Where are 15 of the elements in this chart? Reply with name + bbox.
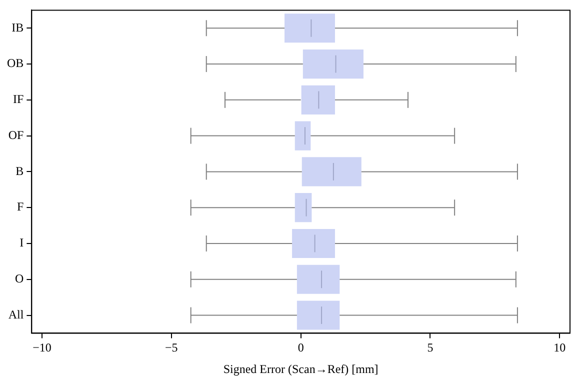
y-tick-label: B xyxy=(16,164,24,178)
x-tick-label: 10 xyxy=(554,340,566,355)
y-tick-label: OF xyxy=(8,128,24,142)
x-tick-label: 5 xyxy=(427,340,434,355)
y-tick-label: F xyxy=(16,200,24,214)
y-tick-label: I xyxy=(20,236,24,250)
y-tick-label: O xyxy=(15,272,24,286)
x-tick-label: 0 xyxy=(298,340,304,355)
x-tick-label: −10 xyxy=(32,340,52,355)
y-tick-label: IF xyxy=(13,92,24,106)
y-tick-label: OB xyxy=(7,56,24,70)
y-tick-label: All xyxy=(8,307,24,322)
x-tick-label: −5 xyxy=(165,340,178,355)
x-axis-title: Signed Error (Scan→Ref) [mm] xyxy=(223,362,378,376)
y-tick-label: IB xyxy=(12,20,24,34)
